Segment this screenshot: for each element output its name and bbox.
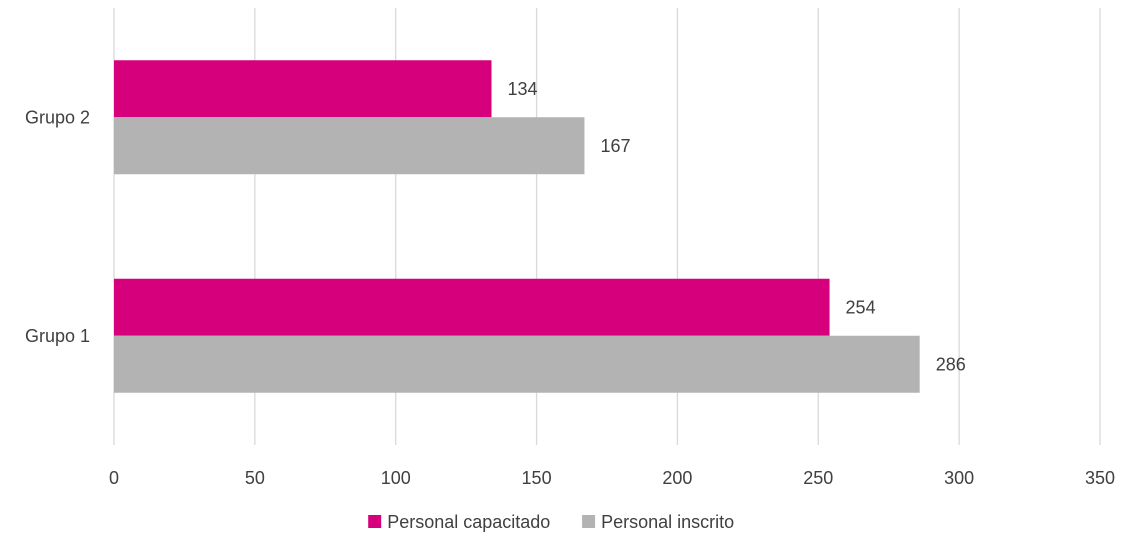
bar xyxy=(114,335,920,393)
data-labels: 254 286 134 167 xyxy=(507,79,965,375)
legend-label: Personal capacitado xyxy=(387,512,550,532)
x-tick-label: 150 xyxy=(522,468,552,488)
x-tick-label: 200 xyxy=(662,468,692,488)
x-tick-label: 0 xyxy=(109,468,119,488)
data-label: 254 xyxy=(846,297,876,317)
x-tick-label: 300 xyxy=(944,468,974,488)
bars xyxy=(114,60,920,393)
category-label: Grupo 1 xyxy=(25,326,90,346)
data-label: 134 xyxy=(507,79,537,99)
x-tick-label: 50 xyxy=(245,468,265,488)
x-tick-label: 350 xyxy=(1085,468,1115,488)
category-label: Grupo 2 xyxy=(25,107,90,127)
data-label: 167 xyxy=(600,136,630,156)
data-label: 286 xyxy=(936,354,966,374)
x-tick-label: 250 xyxy=(803,468,833,488)
legend: Personal capacitado Personal inscrito xyxy=(368,512,734,532)
bar xyxy=(114,278,830,336)
legend-label: Personal inscrito xyxy=(601,512,734,532)
axis-labels: 0 50 100 150 200 250 300 350 Grupo 1 Grupo 2 xyxy=(25,107,1115,488)
x-tick-label: 100 xyxy=(381,468,411,488)
legend-swatch xyxy=(582,515,596,528)
legend-swatch xyxy=(368,515,382,528)
bar xyxy=(114,117,585,175)
bar xyxy=(114,60,492,118)
